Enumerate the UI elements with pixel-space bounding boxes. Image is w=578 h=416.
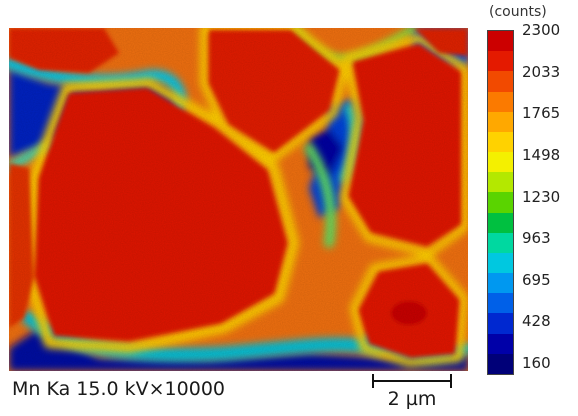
element-map-graphic [9,28,468,371]
element-map-image [9,28,468,371]
colorbar-segment [488,252,513,274]
colorbar-segment [488,333,513,354]
colorbar-segment [488,71,513,92]
colorbar-tick-label: 160 [522,354,551,372]
colorbar-segment [488,91,513,112]
colorbar-unit-label: (counts) [489,4,547,20]
scale-bar: 2 µm [372,373,452,413]
colorbar-segment [488,131,513,153]
colorbar-segment [488,273,513,294]
colorbar-segment [488,51,513,72]
colorbar-segment [488,111,513,132]
map-caption: Mn Ka 15.0 kV×10000 [12,378,225,400]
colorbar-tick-label: 695 [522,270,551,289]
colorbar-tick-label: 1765 [522,104,561,123]
colorbar-tick-label: 1498 [522,145,561,164]
colorbar-segment [488,192,513,213]
scale-bar-right-tick [450,374,452,388]
colorbar-ticks: 2300 2033 1765 1498 1230 963 695 428 160 [522,22,578,382]
colorbar-segment [488,232,513,253]
colorbar-segment [488,31,513,52]
speckle-noise [9,28,468,371]
colorbar-tick-label: 2033 [522,62,561,81]
colorbar-tick-label: 428 [522,312,551,331]
colorbar-tick-label: 2300 [522,21,561,39]
colorbar-segment [488,172,513,193]
colorbar-segment [488,353,513,374]
colorbar-segment [488,313,513,334]
colorbar-segment [488,152,513,173]
colorbar-tick-label: 1230 [522,187,561,206]
colorbar-tick-label: 963 [522,229,551,248]
colorbar-segment [488,293,513,314]
colorbar-segment [488,212,513,233]
scale-bar-line [372,380,452,382]
colorbar [487,30,514,375]
scale-bar-label: 2 µm [387,388,437,410]
